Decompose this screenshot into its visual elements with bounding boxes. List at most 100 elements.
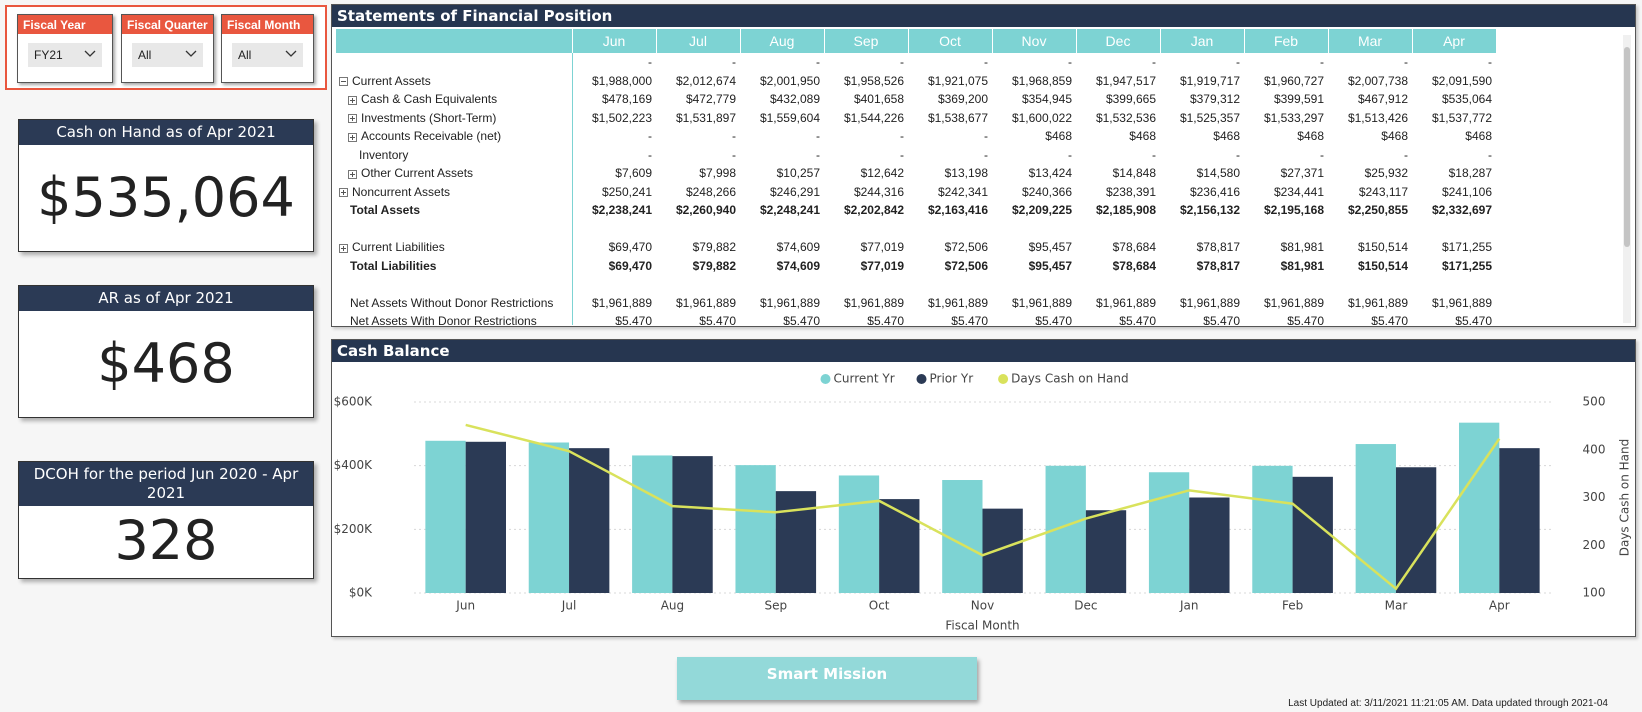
cell: $1,531,897 [675,110,736,125]
cell: - [1320,55,1324,70]
cell: $2,156,132 [1179,203,1240,218]
expand-toggle[interactable] [339,188,348,198]
row-header [336,53,573,72]
cell: $1,533,297 [1263,110,1324,125]
x-axis-title: Fiscal Month [945,619,1019,633]
cell: $5,470 [1455,314,1492,325]
cell: $1,961,889 [1011,295,1072,310]
cell: $5,470 [615,314,652,325]
cell: $468 [1381,129,1408,144]
cell: - [816,55,820,70]
cell: $2,185,908 [1095,203,1156,218]
table-row: Accounts Receivable (net) - - - - - $468 $468 $4… [336,127,1496,146]
cell: $25,932 [1364,166,1408,181]
cell: $5,470 [699,314,736,325]
bar [1252,465,1293,593]
cell: $1,961,889 [927,295,988,310]
x-tick-label: Jan [1179,599,1199,613]
bar [672,456,713,593]
table-row: Cash & Cash Equivalents $478,169 $472,779 $… [336,90,1496,109]
scrollbar[interactable] [1623,35,1631,323]
column-header: Nov [992,29,1077,53]
y2-tick-label: 500 [1583,395,1606,409]
cell: $78,684 [1112,258,1156,273]
spacer-cell [908,220,992,239]
row-header: Current Liabilities [336,238,573,257]
column-header: Sep [824,29,909,53]
cell: - [1152,147,1156,162]
cell: $1,525,357 [1179,110,1240,125]
legend-swatch [916,374,927,384]
row-label: Other Current Assets [361,166,474,181]
card-title: DCOH for the period Jun 2020 - Apr 2021 [19,462,313,506]
slicer[interactable]: Fiscal Year FY21 [17,14,113,83]
row-label: Accounts Receivable (net) [361,129,502,144]
bar [1355,444,1396,593]
cell: $535,064 [1441,92,1492,107]
cell: $74,609 [776,258,820,273]
y2-axis-title: Days Cash on Hand [1618,439,1632,557]
cell: $14,848 [1112,166,1156,181]
cell: $2,007,738 [1347,73,1408,88]
cell: $2,001,950 [759,73,820,88]
x-tick-label: Apr [1489,599,1510,613]
card-value: $468 [97,332,235,395]
slicer[interactable]: Fiscal Month All [221,14,314,83]
cell: $401,658 [853,92,904,107]
y2-tick-label: 200 [1583,538,1606,552]
cell: $5,470 [867,314,904,325]
cell: - [1236,147,1240,162]
header-cell [336,29,573,53]
expand-toggle[interactable] [339,77,348,87]
spacer-cell [336,219,573,238]
row-label: Noncurrent Assets [352,184,451,199]
slicer-dropdown[interactable]: All [232,43,303,67]
table-row: Inventory - - - - - - - - - - - [336,145,1496,164]
slicer-dropdown[interactable]: FY21 [28,43,102,67]
cell: - [816,129,820,144]
cell: - [1488,147,1492,162]
cell: $69,470 [608,240,652,255]
spacer-row [336,275,1496,294]
card-value: $535,064 [37,166,295,229]
cell: $1,958,526 [843,73,904,88]
cell: - [984,129,988,144]
x-tick-label: Mar [1385,599,1408,613]
table-row: ----------- [336,53,1496,72]
expand-toggle[interactable] [348,95,357,105]
expand-toggle[interactable] [339,243,348,253]
bar [1499,448,1540,593]
expand-toggle[interactable] [348,169,357,179]
cell: $1,538,677 [927,110,988,125]
table-row: Net Assets With Donor Restrictions $5,470… [336,312,1496,325]
cell: $1,919,717 [1179,73,1240,88]
line [465,423,1501,591]
legend-swatch [998,374,1009,384]
chart-title: Cash Balance [332,340,1635,362]
cell: - [1404,147,1408,162]
cell: $2,332,697 [1431,203,1492,218]
chart-panel: Cash Balance $0K $200K $400K $600K 100 200 300… [331,339,1636,637]
cell: $2,209,225 [1011,203,1072,218]
button[interactable]: Smart Mission [677,657,977,700]
footer-note: Last Updated at: 3/11/2021 11:21:05 AM. … [1288,698,1608,709]
cell: $74,609 [776,240,820,255]
cell: $5,470 [783,314,820,325]
cell: - [732,55,736,70]
cell: $5,470 [1119,314,1156,325]
scroll-thumb[interactable] [1624,47,1630,247]
cell: $95,457 [1028,240,1072,255]
slicer-dropdown[interactable]: All [132,43,203,67]
table-row: Investments (Short-Term) $1,502,223 $1,531… [336,108,1496,127]
cell: $1,960,727 [1263,73,1324,88]
table-title: Statements of Financial Position [332,5,1635,27]
expand-toggle[interactable] [348,132,357,142]
kpi-card: AR as of Apr 2021 $468 [18,285,314,418]
column-header: Apr [1412,29,1497,53]
cell: $2,238,241 [591,203,652,218]
financial-table: Jun Jul Aug Sep Oct Nov Dec Jan Feb Mar Apr - - - - - - -… [336,29,1497,325]
card-title: Cash on Hand as of Apr 2021 [19,120,313,145]
slicer[interactable]: Fiscal Quarter All [121,14,214,83]
expand-toggle[interactable] [348,114,357,124]
cell: $468 [1465,129,1492,144]
